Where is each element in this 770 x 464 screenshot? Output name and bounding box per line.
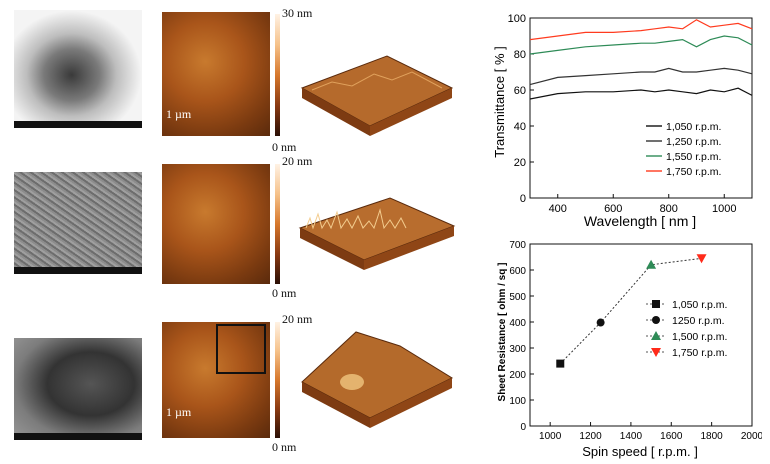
x-tick-label: 1600 [660, 431, 683, 442]
trend-line [559, 257, 702, 364]
x-tick-label: 400 [549, 203, 567, 215]
legend-label: 1,750 r.p.m. [672, 347, 727, 359]
afm-colorbar-3 [275, 322, 280, 438]
data-point [696, 254, 707, 264]
y-tick-label: 400 [509, 318, 526, 329]
x-tick-label: 1800 [701, 431, 724, 442]
legend-marker [652, 300, 660, 308]
data-point [556, 359, 565, 368]
legend-marker [651, 348, 661, 357]
x-tick-label: 1200 [579, 431, 602, 442]
x-tick-label: 1000 [539, 431, 562, 442]
x-axis-label: Spin speed [ r.p.m. ] [582, 444, 698, 459]
y-axis-label: Sheet Resistance [ ohm / sq ] [497, 263, 508, 402]
y-tick-label: 20 [514, 157, 526, 169]
x-tick-label: 1400 [620, 431, 643, 442]
afm-colorbar-2 [275, 164, 280, 284]
legend-label: 1,500 r.p.m. [672, 331, 727, 343]
afm-3d-surface-2 [298, 197, 456, 270]
legend-label: 1,250 r.p.m. [666, 136, 721, 148]
series-line [529, 87, 753, 100]
legend-label: 1,550 r.p.m. [666, 151, 721, 163]
y-tick-label: 500 [509, 292, 526, 303]
y-tick-label: 100 [509, 396, 526, 407]
afm-image-1: 1 µm [162, 12, 270, 136]
plot-area: 0 20 40 60 80 100 400 600 800 1000 1,050 r.p.m. 1,2… [508, 13, 753, 215]
colorbar-3-min: 0 nm [272, 440, 297, 454]
y-tick-label: 0 [520, 193, 526, 205]
colorbar-2-max: 20 nm [282, 154, 313, 168]
data-point [596, 318, 605, 327]
legend-marker [652, 316, 660, 324]
series-line [529, 67, 753, 86]
x-tick-label: 2000 [741, 431, 762, 442]
series-line [529, 35, 753, 55]
afm-image-2 [162, 164, 270, 284]
legend-marker [651, 331, 661, 340]
sem-image-1 [14, 10, 142, 128]
x-tick-label: 600 [604, 203, 622, 215]
afm-inset-box [216, 324, 266, 374]
afm-scale-bar-label: 1 µm [166, 107, 192, 121]
sem-image-2 [14, 172, 142, 274]
y-tick-label: 700 [509, 240, 526, 251]
plot-area: 0 100 200 300 400 500 600 700 1000 1200 1400 1600 18… [509, 240, 762, 442]
y-tick-label: 300 [509, 344, 526, 355]
afm-image-3: 1 µm [162, 322, 270, 438]
afm-colorbar-1 [275, 14, 280, 136]
y-tick-label: 60 [514, 85, 526, 97]
transmittance-chart: Transmittance [ % ] Wavelength [ nm ] 0 2… [492, 13, 753, 229]
x-axis-label: Wavelength [ nm ] [584, 213, 696, 229]
colorbar-1-max: 30 nm [282, 6, 313, 20]
sem-info-bar [14, 267, 142, 274]
legend-label: 1,050 r.p.m. [672, 299, 727, 311]
y-axis-label: Transmittance [ % ] [492, 46, 507, 158]
afm-scale-bar-label: 1 µm [166, 405, 192, 419]
afm-3d-surface-1 [300, 55, 454, 136]
sem-info-bar [14, 433, 142, 440]
sheet-resistance-chart: Sheet Resistance [ ohm / sq ] Spin speed… [497, 240, 762, 459]
y-tick-label: 0 [520, 422, 526, 433]
legend-label: 1250 r.p.m. [672, 315, 725, 327]
plot-frame [529, 17, 753, 199]
y-tick-label: 100 [508, 13, 526, 25]
y-tick-label: 600 [509, 266, 526, 277]
sem-info-bar [14, 121, 142, 128]
y-tick-label: 200 [509, 370, 526, 381]
y-tick-label: 80 [514, 49, 526, 61]
series-line [529, 19, 753, 41]
legend-label: 1,750 r.p.m. [666, 166, 721, 178]
y-tick-label: 40 [514, 121, 526, 133]
data-point [646, 259, 657, 269]
legend-label: 1,050 r.p.m. [666, 121, 721, 133]
colorbar-3-max: 20 nm [282, 312, 313, 326]
plot-frame [529, 243, 753, 427]
afm-3d-surface-3 [301, 331, 454, 428]
x-tick-label: 800 [660, 203, 678, 215]
colorbar-1-min: 0 nm [272, 140, 297, 154]
colorbar-2-min: 0 nm [272, 286, 297, 300]
sem-image-3 [14, 338, 142, 440]
x-tick-label: 1000 [712, 203, 736, 215]
